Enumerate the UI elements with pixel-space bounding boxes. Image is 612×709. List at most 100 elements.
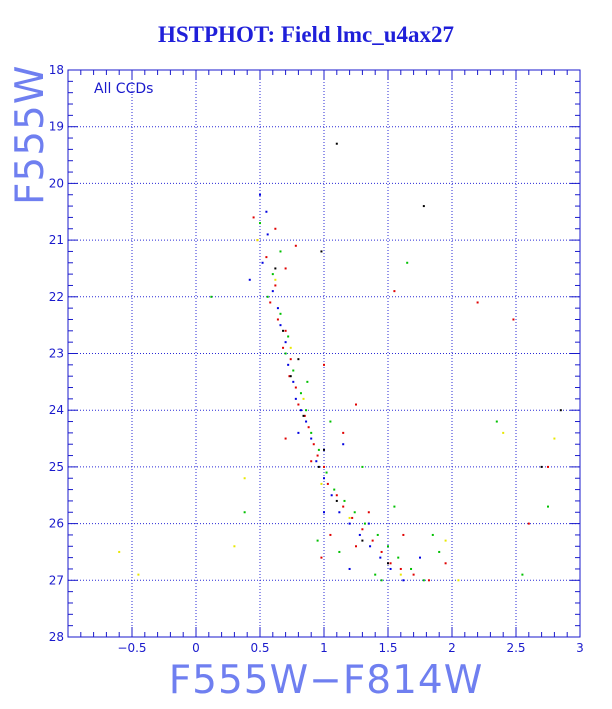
- y-tick-label: 18: [49, 63, 64, 77]
- data-point: [266, 295, 269, 298]
- data-point: [306, 380, 309, 383]
- data-point: [274, 284, 277, 287]
- data-point: [269, 301, 272, 304]
- data-point: [348, 522, 351, 525]
- data-point: [361, 539, 364, 542]
- data-point: [502, 431, 505, 434]
- y-tick-label: 28: [49, 630, 64, 644]
- data-point: [410, 567, 413, 570]
- annotation-label: All CCDs: [94, 81, 153, 97]
- data-point: [431, 533, 434, 536]
- data-point: [444, 539, 447, 542]
- data-point: [305, 420, 308, 423]
- data-point: [118, 550, 121, 553]
- data-points: [118, 142, 562, 582]
- x-tick-label: 0.5: [250, 641, 269, 655]
- data-point: [476, 301, 479, 304]
- data-point: [335, 494, 338, 497]
- data-point: [265, 210, 268, 213]
- data-point: [292, 380, 295, 383]
- y-tick-label: 27: [49, 573, 64, 587]
- data-point: [323, 363, 325, 366]
- data-point: [299, 392, 302, 395]
- data-point: [259, 222, 261, 225]
- data-point: [348, 567, 351, 570]
- data-point: [302, 397, 305, 400]
- data-point: [358, 533, 361, 536]
- data-point: [274, 267, 277, 270]
- y-tick-label: 21: [49, 233, 64, 247]
- data-point: [302, 414, 305, 417]
- data-point: [320, 250, 323, 253]
- data-point: [284, 437, 287, 440]
- y-axis-label: F555W: [8, 65, 53, 205]
- data-point: [512, 318, 515, 321]
- data-point: [495, 420, 498, 423]
- data-point: [387, 562, 389, 565]
- data-point: [379, 556, 382, 559]
- data-point: [288, 375, 291, 378]
- data-point: [274, 227, 277, 230]
- x-tick-label: 1: [320, 641, 328, 655]
- data-point: [329, 533, 332, 536]
- data-point: [320, 556, 323, 559]
- data-point: [297, 403, 300, 406]
- data-point: [326, 482, 329, 485]
- data-point: [422, 205, 425, 208]
- y-tick-label: 22: [49, 290, 64, 304]
- data-point: [310, 431, 313, 434]
- y-tick-label: 20: [49, 176, 64, 190]
- data-point: [397, 556, 400, 559]
- data-point: [380, 550, 383, 553]
- data-point: [330, 494, 333, 497]
- data-point: [427, 579, 430, 582]
- x-tick-label: 2.5: [506, 641, 525, 655]
- data-point: [335, 142, 338, 145]
- data-point: [367, 511, 370, 514]
- data-point: [419, 556, 421, 559]
- data-point: [412, 573, 415, 576]
- data-point: [316, 539, 319, 542]
- data-point: [243, 477, 246, 480]
- data-point: [389, 567, 392, 570]
- y-tick-label: 25: [49, 460, 64, 474]
- x-tick-label: 0: [192, 641, 200, 655]
- data-point: [256, 239, 259, 242]
- data-point: [323, 511, 325, 514]
- data-point: [367, 522, 370, 525]
- data-point: [271, 290, 274, 293]
- data-point: [393, 290, 396, 293]
- data-point: [355, 403, 357, 406]
- data-point: [320, 482, 323, 485]
- data-point: [316, 454, 319, 457]
- data-point: [393, 505, 396, 508]
- chart-title: HSTPHOT: Field lmc_u4ax27: [157, 22, 455, 47]
- data-point: [521, 573, 524, 576]
- data-point: [233, 545, 236, 548]
- data-point: [261, 261, 264, 264]
- data-point: [303, 414, 306, 417]
- data-point: [289, 346, 292, 349]
- data-point: [342, 443, 345, 446]
- data-point: [323, 477, 325, 480]
- data-point: [271, 273, 274, 276]
- data-point: [323, 465, 325, 468]
- data-point: [406, 261, 409, 264]
- data-point: [292, 369, 295, 372]
- x-tick-label: 3: [576, 641, 584, 655]
- data-point: [279, 324, 282, 327]
- data-point: [329, 420, 332, 423]
- data-point: [282, 329, 285, 332]
- plot-frame: [67, 69, 581, 638]
- data-point: [297, 431, 300, 434]
- axis-ticks: −0.5 0 0.5 1 1.5 2 2.5 3 18 19 20 21 22 23 24 25 26 27 28: [49, 63, 584, 655]
- data-point: [361, 528, 364, 531]
- data-point: [294, 397, 297, 400]
- data-point: [335, 499, 338, 502]
- data-point: [243, 511, 246, 514]
- x-axis-label: F555W−F814W: [169, 658, 484, 703]
- data-point: [351, 516, 354, 519]
- data-point: [274, 278, 277, 281]
- data-point: [402, 533, 405, 536]
- y-tick-label: 23: [49, 347, 64, 361]
